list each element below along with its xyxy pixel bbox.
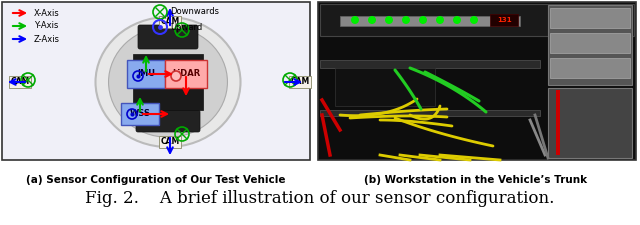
Circle shape	[351, 16, 359, 24]
Circle shape	[171, 71, 181, 81]
FancyBboxPatch shape	[2, 2, 310, 160]
Ellipse shape	[95, 17, 241, 147]
FancyBboxPatch shape	[320, 4, 634, 36]
FancyBboxPatch shape	[335, 68, 435, 106]
Circle shape	[368, 16, 376, 24]
Text: Upward: Upward	[170, 22, 202, 32]
Text: CAM: CAM	[161, 137, 180, 146]
Text: X-Axis: X-Axis	[34, 9, 60, 18]
FancyBboxPatch shape	[318, 2, 636, 160]
FancyBboxPatch shape	[548, 88, 632, 158]
Text: WSS: WSS	[129, 110, 150, 119]
Text: CAM: CAM	[161, 18, 180, 27]
Ellipse shape	[109, 27, 227, 137]
Text: CAM: CAM	[10, 77, 29, 86]
Text: Z-Axis: Z-Axis	[34, 34, 60, 43]
Circle shape	[419, 16, 427, 24]
Circle shape	[402, 16, 410, 24]
FancyBboxPatch shape	[550, 58, 630, 78]
Text: 131: 131	[497, 17, 511, 23]
Text: Fig. 2.    A brief illustration of our sensor configuration.: Fig. 2. A brief illustration of our sens…	[85, 190, 555, 207]
FancyBboxPatch shape	[550, 8, 630, 28]
FancyBboxPatch shape	[138, 25, 198, 49]
FancyBboxPatch shape	[340, 16, 520, 26]
Text: CAM: CAM	[291, 77, 310, 86]
Text: IMU: IMU	[137, 70, 155, 79]
Text: Downwards: Downwards	[170, 7, 219, 16]
FancyBboxPatch shape	[320, 110, 540, 116]
FancyBboxPatch shape	[127, 60, 165, 88]
FancyBboxPatch shape	[550, 33, 630, 53]
Text: (b) Workstation in the Vehicle’s Trunk: (b) Workstation in the Vehicle’s Trunk	[364, 175, 588, 185]
FancyBboxPatch shape	[121, 103, 159, 125]
FancyBboxPatch shape	[136, 110, 200, 132]
FancyBboxPatch shape	[490, 14, 518, 26]
FancyBboxPatch shape	[320, 60, 540, 68]
FancyBboxPatch shape	[133, 54, 203, 110]
Circle shape	[470, 16, 478, 24]
FancyBboxPatch shape	[548, 5, 632, 85]
FancyBboxPatch shape	[165, 60, 207, 88]
Text: Y-Axis: Y-Axis	[34, 22, 58, 31]
Text: LiDAR: LiDAR	[172, 70, 200, 79]
Circle shape	[453, 16, 461, 24]
Circle shape	[385, 16, 393, 24]
FancyBboxPatch shape	[556, 90, 560, 155]
Circle shape	[436, 16, 444, 24]
Text: (a) Sensor Configuration of Our Test Vehicle: (a) Sensor Configuration of Our Test Veh…	[26, 175, 285, 185]
